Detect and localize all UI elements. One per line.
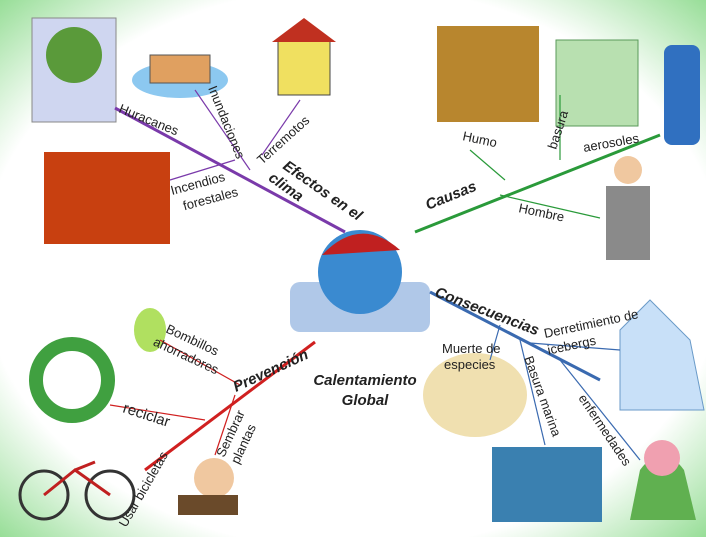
sick-head xyxy=(644,440,680,476)
house xyxy=(150,55,210,83)
tree xyxy=(46,27,102,83)
smoke-picture xyxy=(437,26,539,122)
label-line: especies xyxy=(444,357,496,372)
mind-map: CalentamientoGlobal Efectos en elclima H… xyxy=(0,0,706,537)
earthquake-house xyxy=(278,40,330,95)
fire-picture xyxy=(44,152,170,244)
soil xyxy=(178,495,238,515)
center-line: Global xyxy=(342,392,390,409)
marine-trash-picture xyxy=(492,447,602,522)
page: CalentamientoGlobal Efectos en elclima H… xyxy=(0,0,706,537)
label-line: Muerte de xyxy=(442,341,501,356)
man-head xyxy=(614,156,642,184)
aerosol-picture xyxy=(664,45,700,145)
man-picture xyxy=(606,186,650,260)
center-line: Calentamiento xyxy=(313,372,416,389)
planting-picture xyxy=(194,458,234,498)
